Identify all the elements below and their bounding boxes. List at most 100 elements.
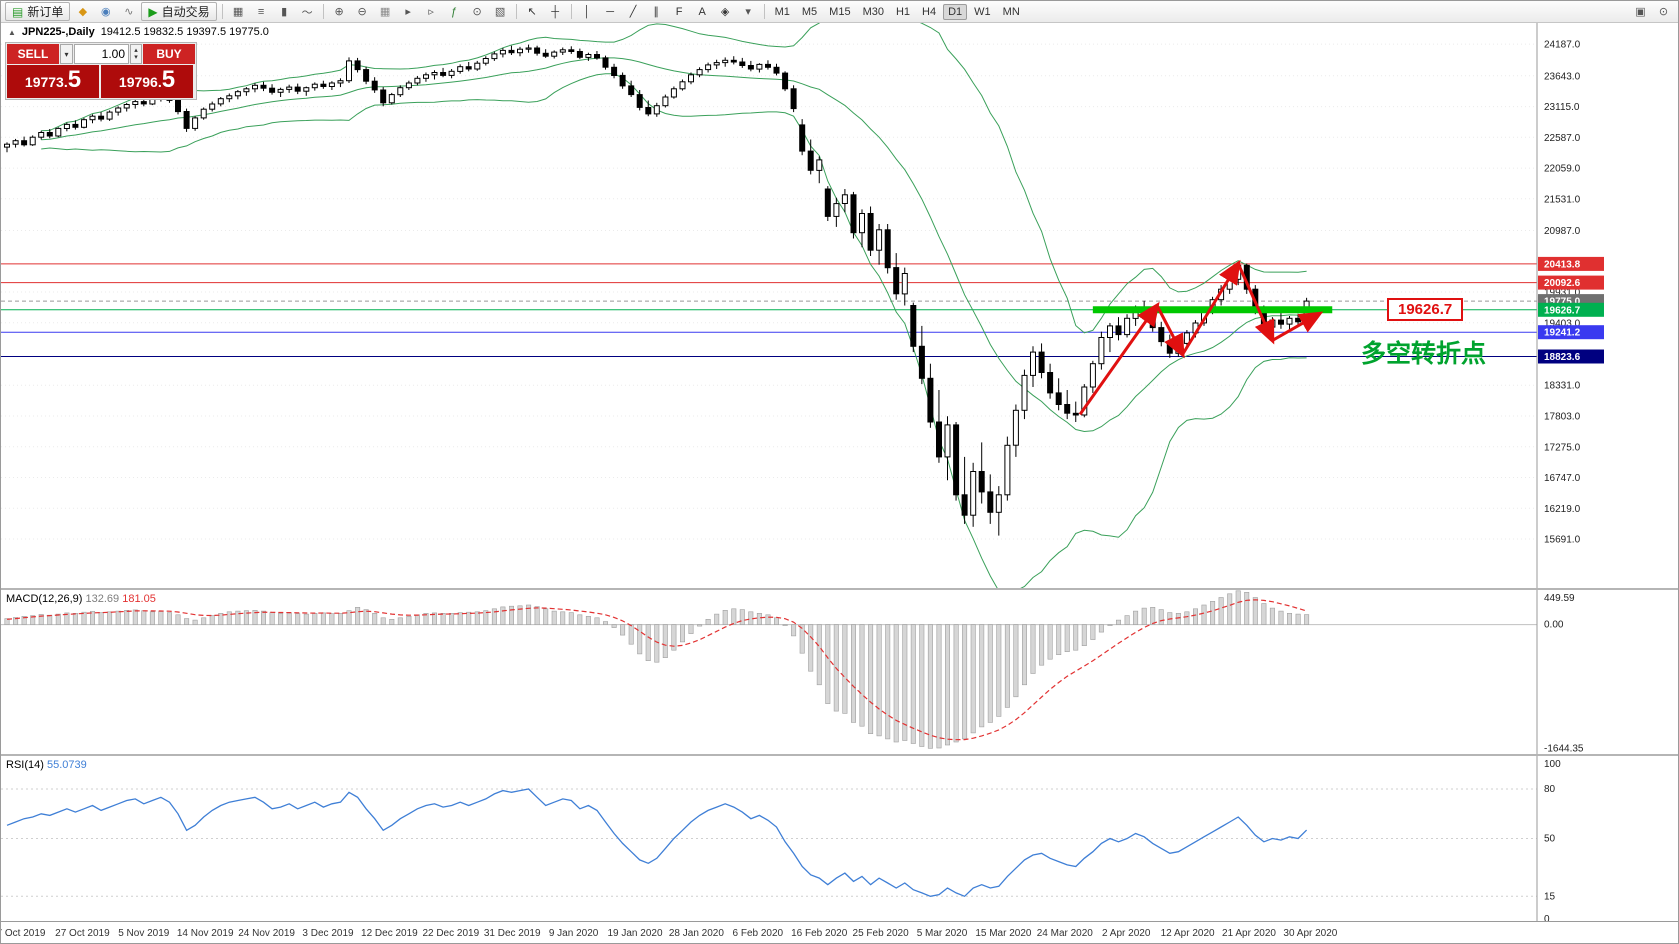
rsi-indicator-label: RSI(14) 55.0739 (6, 759, 87, 771)
svg-text:19626.7: 19626.7 (1544, 305, 1581, 316)
stepper-down-icon[interactable]: ▾ (134, 54, 138, 61)
svg-text:22059.0: 22059.0 (1544, 164, 1581, 175)
date-label: 7 Oct 2019 (0, 928, 46, 939)
rsi-value: 55.0739 (46, 759, 87, 771)
timeframe-d1-button[interactable]: D1 (943, 3, 968, 20)
timeframe-h4-button[interactable]: H4 (922, 5, 937, 18)
timeframe-m30-button[interactable]: M30 (862, 5, 884, 18)
cursor-icon-glyph: ↖ (527, 6, 537, 18)
sell-price-pip: 5 (67, 66, 82, 93)
grid-icon[interactable]: ▦ (375, 2, 396, 21)
timeframe-m1-button[interactable]: M1 (774, 5, 790, 18)
chart-shift-icon[interactable]: ▹ (421, 2, 442, 21)
ohlc-values: 19412.5 19832.5 19397.5 19775.0 (100, 26, 269, 38)
timeframe-w1-button[interactable]: W1 (974, 5, 991, 18)
bar-chart-icon[interactable]: ≡ (251, 2, 272, 21)
channel-icon[interactable]: ∥ (646, 2, 667, 21)
timeframe-m5-button[interactable]: M5 (801, 5, 818, 18)
svg-text:22587.0: 22587.0 (1544, 133, 1581, 144)
line-chart-icon-glyph: ～ (301, 6, 313, 19)
svg-text:19775.0: 19775.0 (1544, 297, 1581, 308)
svg-text:21531.0: 21531.0 (1544, 194, 1581, 205)
date-label: 5 Nov 2019 (118, 928, 170, 939)
dropdown-chevron-icon[interactable]: ▾ (738, 2, 759, 21)
order-type-dropdown[interactable]: ▾ (60, 44, 73, 64)
vertical-line-icon[interactable]: │ (577, 2, 598, 21)
zoom-out-icon[interactable]: ⊖ (352, 2, 373, 21)
rsi-panel[interactable]: 100 80 50 15 0 (1, 756, 1679, 921)
horizontal-line-icon[interactable]: ─ (600, 2, 621, 21)
macd-main-value: 132.69 (85, 593, 120, 605)
new-order-button[interactable]: ▤ 新订单 (5, 2, 71, 21)
mql5-icon-glyph: ◆ (78, 6, 88, 18)
svg-text:15: 15 (1544, 891, 1556, 902)
pivot-price-label[interactable]: 19626.7 (1387, 298, 1464, 321)
svg-text:19241.2: 19241.2 (1544, 328, 1581, 339)
indicators-icon[interactable]: ƒ (444, 2, 465, 21)
buy-price-pip: 5 (161, 66, 176, 93)
one-click-trading-panel: SELL ▾ 1.00 ▴ ▾ BUY 19773. 5 19796. 5 (5, 42, 197, 100)
grid-icon-glyph: ▦ (379, 6, 391, 18)
templates-icon[interactable]: ▧ (490, 2, 511, 21)
trendline-icon[interactable]: ╱ (623, 2, 644, 21)
timeframe-h1-button[interactable]: H1 (895, 5, 911, 18)
macd-splitter[interactable] (1, 588, 1678, 590)
volume-stepper[interactable]: ▴ ▾ (130, 44, 142, 64)
periods-icon[interactable]: ⊙ (467, 2, 488, 21)
autotrade-button[interactable]: ▶ 自动交易 (141, 2, 217, 21)
buy-price[interactable]: 19796. 5 (101, 65, 193, 98)
window-arrange-icon[interactable]: ▣ (1630, 2, 1651, 21)
search-icon[interactable]: ⊙ (1653, 2, 1674, 21)
pivot-annotation-text[interactable]: 多空转折点 (1361, 340, 1487, 368)
sell-button[interactable]: SELL (7, 44, 59, 64)
buy-button[interactable]: BUY (143, 44, 195, 64)
trendline-icon-glyph: ╱ (629, 6, 637, 18)
date-axis[interactable]: 7 Oct 2019 27 Oct 2019 5 Nov 2019 14 Nov 20… (0, 921, 1678, 943)
zoom-in-icon[interactable]: ⊕ (329, 2, 350, 21)
svg-text:100: 100 (1544, 759, 1561, 770)
volume-input[interactable]: 1.00 (74, 44, 129, 64)
profile-icon-glyph: ◉ (101, 6, 111, 18)
mql5-icon[interactable]: ◆ (72, 2, 93, 21)
macd-panel[interactable]: 449.59 0.00 -1644.35 (1, 590, 1679, 754)
shapes-icon[interactable]: ◈ (715, 2, 736, 21)
line-chart-icon[interactable]: ～ (297, 2, 318, 21)
autotrade-button-glyph: ▶ (148, 4, 158, 19)
svg-text:19403.0: 19403.0 (1544, 318, 1581, 329)
toolbar-separator (570, 4, 572, 19)
date-label: 14 Nov 2019 (176, 928, 234, 939)
templates-icon-glyph: ▧ (494, 6, 506, 18)
svg-text:18823.6: 18823.6 (1544, 352, 1581, 363)
crosshair-icon[interactable]: ┼ (545, 2, 566, 21)
vertical-line-icon-glyph: │ (583, 5, 591, 18)
buy-price-main: 19796. (118, 74, 162, 90)
profile-icon[interactable]: ◉ (95, 2, 116, 21)
svg-text:50: 50 (1544, 834, 1556, 845)
auto-scroll-icon[interactable]: ▸ (398, 2, 419, 21)
date-label: 6 Feb 2020 (732, 928, 784, 939)
timeframe-m15-button[interactable]: M15 (829, 5, 851, 18)
broadcast-icon[interactable]: ∿ (118, 2, 139, 21)
main-price-chart[interactable]: 24187.0 23643.0 23115.0 22587.0 22059.0 21531… (1, 23, 1679, 588)
svg-text:17275.0: 17275.0 (1544, 442, 1581, 453)
cursor-icon[interactable]: ↖ (522, 2, 543, 21)
macd-indicator-label: MACD(12,26,9) 132.69 181.05 (6, 593, 156, 605)
candlestick-chart-icon[interactable]: ▮ (274, 2, 295, 21)
channel-icon-glyph: ∥ (653, 6, 659, 18)
text-icon[interactable]: A (692, 2, 713, 21)
window-arrange-icon-glyph: ▣ (1635, 6, 1646, 18)
fibonacci-icon[interactable]: F (669, 2, 690, 21)
date-label: 16 Feb 2020 (791, 928, 848, 939)
macd-name: MACD(12,26,9) (6, 593, 83, 605)
date-label: 2 Apr 2020 (1102, 928, 1151, 939)
rsi-splitter[interactable] (1, 754, 1678, 756)
tile-windows-icon-glyph: ▦ (232, 6, 244, 18)
rsi-name: RSI(14) (6, 759, 44, 771)
svg-text:17803.0: 17803.0 (1544, 412, 1581, 423)
bar-chart-icon-glyph: ≡ (257, 5, 265, 18)
sell-price[interactable]: 19773. 5 (7, 65, 99, 98)
timeframe-mn-button[interactable]: MN (1002, 5, 1020, 18)
stepper-up-icon[interactable]: ▴ (134, 47, 138, 54)
tile-windows-icon[interactable]: ▦ (228, 2, 249, 21)
